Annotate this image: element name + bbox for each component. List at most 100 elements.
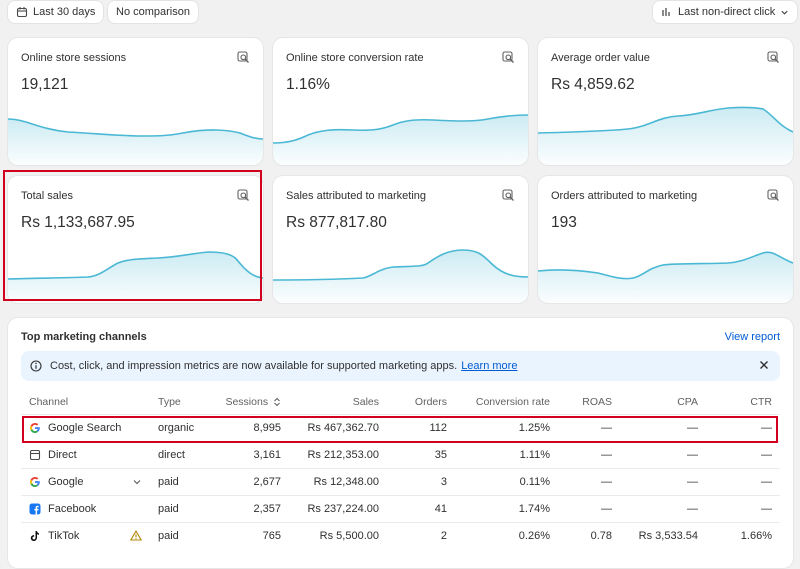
sparkline-line xyxy=(8,251,263,280)
column-header-conversion-rate[interactable]: Conversion rate xyxy=(475,395,550,408)
metric-card-online-store-conversion-rate[interactable]: Online store conversion rate 1.16% xyxy=(273,38,528,165)
table-row-tiktok[interactable]: TikTok paid 765 Rs 5,500.00 2 0.26% 0.78 Rs 3,5… xyxy=(21,521,780,549)
date-range-label: Last 30 days xyxy=(33,6,96,18)
view-report-link[interactable]: View report xyxy=(724,331,780,343)
sparkline-chart xyxy=(273,114,528,165)
orders-cell: 41 xyxy=(387,494,455,522)
table-row-google-search[interactable]: Google Search organic 8,995 Rs 467,362.70 11… xyxy=(21,413,780,441)
sparkline-line xyxy=(273,249,528,281)
column-header-channel[interactable]: Channel xyxy=(29,395,69,408)
metric-card-average-order-value[interactable]: Average order value Rs 4,859.62 xyxy=(538,38,793,165)
metric-value: 1.16% xyxy=(286,76,330,93)
info-banner: Cost, click, and impression metrics are … xyxy=(21,351,780,381)
type-cell: paid xyxy=(150,467,212,495)
attribution-model-button[interactable]: Last non-direct click xyxy=(653,1,798,23)
direct-icon xyxy=(29,449,41,460)
sales-cell: Rs 12,348.00 xyxy=(289,467,387,495)
column-header-cpa[interactable]: CPA xyxy=(677,395,698,408)
orders-cell: 112 xyxy=(387,413,455,441)
attribution-model-label: Last non-direct click xyxy=(678,6,776,18)
metric-title: Total sales xyxy=(21,190,73,202)
filter-bar: Last 30 days No comparison Last non-dire… xyxy=(0,0,800,26)
sales-cell: Rs 237,224.00 xyxy=(289,494,387,522)
sales-cell: Rs 5,500.00 xyxy=(289,521,387,549)
column-header-orders[interactable]: Orders xyxy=(414,395,447,408)
type-cell: organic xyxy=(150,413,212,441)
channel-name: Facebook xyxy=(48,502,97,515)
ctr-cell: — xyxy=(706,467,780,495)
google-icon xyxy=(30,476,40,487)
table-row-direct[interactable]: Direct direct 3,161 Rs 212,353.00 35 1.11% — — — xyxy=(21,440,780,468)
chevron-down-icon xyxy=(781,10,788,15)
metric-card-online-store-sessions[interactable]: Online store sessions 19,121 xyxy=(8,38,263,165)
conversion-cell: 1.74% xyxy=(455,494,558,522)
explore-report-icon[interactable] xyxy=(237,51,250,64)
channel-cell: Facebook xyxy=(21,494,150,522)
explore-report-icon[interactable] xyxy=(502,51,515,64)
explore-report-icon[interactable] xyxy=(237,189,250,202)
sparkline-chart xyxy=(273,249,528,303)
roas-cell: — xyxy=(558,440,620,468)
banner-message: Cost, click, and impression metrics are … xyxy=(50,360,458,372)
cpa-cell: — xyxy=(620,440,706,468)
metric-title: Online store sessions xyxy=(21,52,127,64)
cpa-cell: Rs 3,533.54 xyxy=(620,521,706,549)
metric-value: Rs 4,859.62 xyxy=(551,76,635,93)
sparkline-line xyxy=(273,114,528,144)
expand-chevron-icon[interactable] xyxy=(132,477,142,487)
calendar-icon xyxy=(16,7,28,18)
column-header-sales[interactable]: Sales xyxy=(352,395,379,408)
sessions-cell: 2,677 xyxy=(212,467,289,495)
explore-report-icon[interactable] xyxy=(767,51,780,64)
roas-cell: 0.78 xyxy=(558,521,620,549)
comparison-button[interactable]: No comparison xyxy=(108,1,198,23)
roas-cell: — xyxy=(558,494,620,522)
column-header-type[interactable]: Type xyxy=(158,395,181,408)
sessions-cell: 765 xyxy=(212,521,289,549)
sparkline-area xyxy=(538,107,793,165)
metric-value: Rs 877,817.80 xyxy=(286,214,387,231)
sparkline-area xyxy=(273,115,528,165)
column-header-ctr[interactable]: CTR xyxy=(750,395,772,408)
metric-title: Orders attributed to marketing xyxy=(551,190,698,202)
orders-cell: 35 xyxy=(387,440,455,468)
learn-more-link[interactable]: Learn more xyxy=(461,360,518,372)
conversion-cell: 1.11% xyxy=(455,440,558,468)
date-range-button[interactable]: Last 30 days xyxy=(8,1,104,23)
sparkline-chart xyxy=(8,118,263,165)
metric-card-sales-attributed-to-marketing[interactable]: Sales attributed to marketing Rs 877,817.… xyxy=(273,176,528,303)
sessions-header-label: Sessions xyxy=(225,395,269,408)
channel-cell: TikTok xyxy=(21,521,150,549)
channel-name: TikTok xyxy=(48,529,80,542)
sessions-cell: 3,161 xyxy=(212,440,289,468)
cpa-cell: — xyxy=(620,413,706,441)
type-cell: paid xyxy=(150,521,212,549)
cpa-cell: — xyxy=(620,467,706,495)
metric-card-total-sales[interactable]: Total sales Rs 1,133,687.95 xyxy=(8,176,263,303)
conversion-cell: 0.26% xyxy=(455,521,558,549)
channels-table: Channel Type Sessions Sales Orders Conve… xyxy=(21,390,780,549)
orders-cell: 2 xyxy=(387,521,455,549)
sparkline-area xyxy=(538,252,793,303)
explore-report-icon[interactable] xyxy=(767,189,780,202)
close-icon[interactable] xyxy=(758,359,770,371)
channel-cell: Direct xyxy=(21,440,150,468)
facebook-icon xyxy=(29,503,41,514)
table-row-google[interactable]: Google paid 2,677 Rs 12,348.00 3 0.11% — — — xyxy=(21,467,780,495)
explore-report-icon[interactable] xyxy=(502,189,515,202)
sparkline-chart xyxy=(538,251,793,303)
sessions-cell: 2,357 xyxy=(212,494,289,522)
channel-name: Direct xyxy=(48,448,77,461)
sparkline-line xyxy=(538,106,793,134)
table-row-facebook[interactable]: Facebook paid 2,357 Rs 237,224.00 41 1.74% — — — xyxy=(21,494,780,522)
column-header-roas[interactable]: ROAS xyxy=(582,395,612,408)
google-icon xyxy=(30,422,40,433)
ctr-cell: — xyxy=(706,440,780,468)
comparison-label: No comparison xyxy=(116,6,190,18)
sparkline-chart xyxy=(538,106,793,165)
sales-cell: Rs 212,353.00 xyxy=(289,440,387,468)
column-header-sessions[interactable]: Sessions xyxy=(212,390,289,414)
type-cell: paid xyxy=(150,494,212,522)
metric-card-orders-attributed-to-marketing[interactable]: Orders attributed to marketing 193 xyxy=(538,176,793,303)
ctr-cell: 1.66% xyxy=(706,521,780,549)
